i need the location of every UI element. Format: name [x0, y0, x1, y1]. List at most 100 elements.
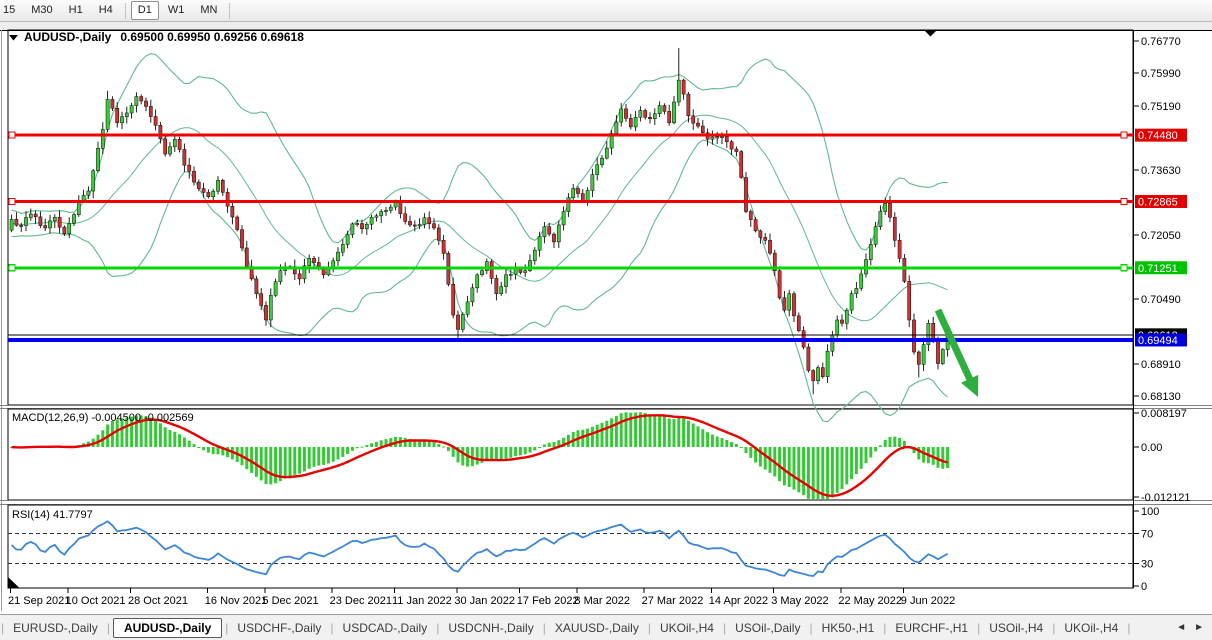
candlestick-series: [9, 48, 950, 395]
chart-object-marker-icon: [925, 31, 936, 37]
price-label-blue-line: 0.69494: [1135, 333, 1187, 347]
svg-text:0.75990: 0.75990: [1141, 68, 1181, 80]
scroll-corner-icon: [8, 577, 19, 588]
svg-text:17 Feb 2022: 17 Feb 2022: [517, 595, 579, 607]
chart-tab-usdcnh-daily[interactable]: USDCNH-,Daily: [448, 620, 534, 635]
macd-label: MACD(12,26,9) -0.004500 -0.002569: [12, 412, 194, 424]
chart-canvas[interactable]: 0.76770 0.75990 0.75190 0.73630 0.72050 0.704…: [0, 22, 1212, 614]
macd-indicator: [10, 412, 950, 499]
svg-text:0.72865: 0.72865: [1138, 196, 1178, 208]
svg-text:10 Oct 2021: 10 Oct 2021: [66, 595, 126, 607]
tab-separator: |: [106, 620, 110, 635]
svg-text:0.68130: 0.68130: [1141, 391, 1181, 403]
svg-text:0.71251: 0.71251: [1138, 263, 1178, 275]
chart-tab-usoil-daily[interactable]: USOil-,Daily: [735, 620, 801, 635]
toolbar-separator: [229, 2, 231, 19]
svg-text:0.73630: 0.73630: [1141, 165, 1181, 177]
line-handle[interactable]: [1120, 264, 1128, 272]
tab-separator: |: [225, 620, 229, 635]
svg-text:-0.012121: -0.012121: [1141, 492, 1191, 504]
line-handle[interactable]: [8, 264, 16, 272]
svg-text:0.70490: 0.70490: [1141, 294, 1181, 306]
chart-render-root: 0.76770 0.75990 0.75190 0.73630 0.72050 0.704…: [0, 22, 1212, 611]
svg-text:5 Dec 2021: 5 Dec 2021: [262, 595, 318, 607]
tab-separator: |: [1, 620, 5, 635]
svg-text:23 Dec 2021: 23 Dec 2021: [330, 595, 392, 607]
chart-tab-usdcad-daily[interactable]: USDCAD-,Daily: [342, 620, 428, 635]
trend-arrow[interactable]: [934, 308, 979, 397]
svg-text:0.76770: 0.76770: [1141, 36, 1181, 48]
svg-text:16 Nov 2021: 16 Nov 2021: [205, 595, 267, 607]
chart-tab-ukoil-h4[interactable]: UKOil-,H4: [659, 620, 714, 635]
toolbar-separator: [124, 2, 126, 19]
timeframe-button-15[interactable]: 15: [0, 1, 22, 20]
tab-separator: |: [1127, 620, 1131, 635]
line-handle[interactable]: [8, 131, 16, 139]
chart-title: AUDUSD-,Daily 0.69500 0.69950 0.69256 0.6…: [24, 30, 304, 44]
chart-labels-layer: AUDUSD-,Daily 0.69500 0.69950 0.69256 0.6…: [8, 30, 936, 588]
panel-frames: [0, 29, 1212, 589]
timeframe-toolbar: 15 M30 H1 H4 D1 W1 MN: [0, 0, 1212, 22]
chart-tab-hk50-h1[interactable]: HK50-,H1: [821, 620, 875, 635]
timeframe-button-h4[interactable]: H4: [92, 1, 120, 20]
chart-tab-ukoil-h4[interactable]: UKOil-,H4: [1064, 620, 1119, 635]
tab-separator: |: [647, 620, 651, 635]
svg-text:3 May 2022: 3 May 2022: [771, 595, 828, 607]
tab-separator: |: [883, 620, 887, 635]
svg-text:0.74480: 0.74480: [1138, 130, 1178, 142]
tab-scroll-left-icon[interactable]: ◄: [1176, 622, 1187, 633]
svg-text:8 Mar 2022: 8 Mar 2022: [574, 595, 630, 607]
line-handle[interactable]: [1120, 197, 1128, 206]
chart-tab-eurusd-daily[interactable]: EURUSD-,Daily: [13, 620, 98, 635]
svg-text:27 Mar 2022: 27 Mar 2022: [642, 595, 704, 607]
svg-text:0.008197: 0.008197: [1141, 408, 1187, 420]
symbol-dropdown-icon[interactable]: [9, 35, 18, 41]
chart-tab-strip: | EURUSD-,Daily | AUDUSD-,Daily | USDCHF-,Dai…: [0, 614, 1212, 640]
tab-separator: |: [1052, 620, 1056, 635]
timeframe-button-mn[interactable]: MN: [193, 1, 224, 20]
svg-text:30: 30: [1141, 559, 1153, 571]
timeframe-button-h1[interactable]: H1: [62, 1, 90, 20]
horizontal-line-objects[interactable]: [8, 131, 1133, 342]
svg-text:9 Jun 2022: 9 Jun 2022: [901, 595, 955, 607]
svg-text:0.00: 0.00: [1141, 442, 1162, 454]
rsi-indicator: [8, 520, 1133, 577]
price-label-resistance-2: 0.72865: [1135, 194, 1187, 208]
line-handle[interactable]: [8, 197, 16, 206]
price-label-support: 0.71251: [1135, 261, 1187, 275]
line-handle[interactable]: [1120, 131, 1128, 139]
chart-tab-eurchf-h1[interactable]: EURCHF-,H1: [895, 620, 969, 635]
rsi-label: RSI(14) 41.7797: [12, 509, 93, 521]
svg-text:0: 0: [1141, 581, 1147, 593]
chart-tab-bar: | EURUSD-,Daily | AUDUSD-,Daily | USDCHF-,Dai…: [0, 615, 1168, 640]
timeframe-button-d1[interactable]: D1: [130, 1, 159, 20]
tab-scroll-right-icon[interactable]: ►: [1194, 622, 1204, 633]
svg-text:0.68910: 0.68910: [1141, 359, 1181, 371]
svg-text:0.72050: 0.72050: [1141, 230, 1181, 242]
tab-separator: |: [809, 620, 813, 635]
price-axis: 0.76770 0.75990 0.75190 0.73630 0.72050 0.704…: [1133, 36, 1191, 593]
chart-tab-usdchf-daily[interactable]: USDCHF-,Daily: [237, 620, 322, 635]
tab-separator: |: [542, 620, 546, 635]
svg-text:30 Jan 2022: 30 Jan 2022: [454, 595, 515, 607]
svg-text:14 Apr 2022: 14 Apr 2022: [709, 595, 768, 607]
svg-text:70: 70: [1141, 529, 1153, 541]
timeframe-button-m30[interactable]: M30: [24, 1, 59, 20]
chart-tab-usoil-h4[interactable]: USOil-,H4: [989, 620, 1044, 635]
tab-separator: |: [722, 620, 727, 635]
chart-tab-audusd-daily[interactable]: AUDUSD-,Daily: [112, 617, 223, 638]
chart-tab-xauusd-daily[interactable]: XAUUSD-,Daily: [554, 620, 639, 635]
svg-text:100: 100: [1141, 506, 1159, 518]
timeframe-button-w1[interactable]: W1: [161, 1, 192, 20]
tab-separator: |: [330, 620, 334, 635]
svg-text:0.75190: 0.75190: [1141, 101, 1181, 113]
svg-text:0.69494: 0.69494: [1138, 335, 1178, 347]
tab-scroll-arrows: ◄ ►: [1168, 622, 1212, 633]
tab-separator: |: [436, 620, 440, 635]
tab-separator: |: [977, 620, 981, 635]
svg-text:22 May 2022: 22 May 2022: [838, 595, 902, 607]
svg-text:11 Jan 2022: 11 Jan 2022: [392, 595, 452, 607]
price-label-resistance-1: 0.74480: [1135, 128, 1187, 142]
